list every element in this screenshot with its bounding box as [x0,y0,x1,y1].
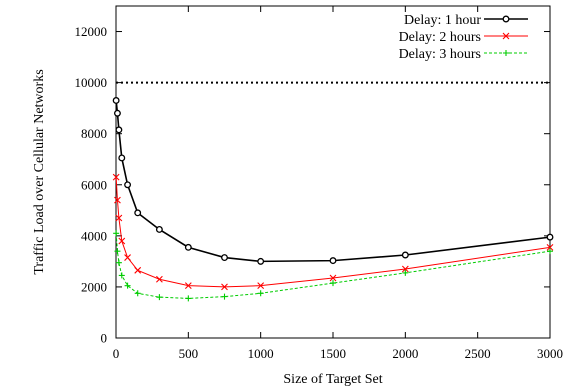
series-2-point-1 [114,196,121,204]
series-2-point-4 [124,254,131,261]
series-2-point-7 [184,282,192,290]
series-3-point-0 [113,230,120,237]
series-3-point-12 [547,248,553,255]
series-3-point-1 [114,248,121,255]
series-2-point-9 [257,282,265,290]
y-tick-label-2: 4000 [81,228,107,243]
legend-label-2: Delay: 2 hours [399,30,481,45]
x-tick-label-6: 3000 [537,346,563,361]
series-3-point-7 [185,295,192,302]
series-1-point-4 [124,181,132,189]
y-axis-title: Traffic Load over Cellular Networks [32,69,47,274]
x-tick-label-3: 1500 [320,346,346,361]
series-1-point-6 [155,226,163,233]
legend-marker-3 [503,50,509,56]
x-tick-label-4: 2000 [392,346,418,361]
series-3-point-8 [221,293,228,300]
series-line-2 [115,177,551,288]
series-3-point-6 [156,294,163,301]
y-tick-label-5: 10000 [75,75,108,90]
x-tick-label-1: 500 [179,346,199,361]
series-3-point-2 [115,259,122,266]
x-tick-label-5: 2500 [465,346,491,361]
series-3-point-11 [402,269,409,276]
series-3-point-9 [257,290,264,297]
series-1-point-3 [118,154,126,162]
series-2-point-11 [401,265,409,273]
series-2-point-3 [118,237,126,245]
series-3-point-3 [118,272,125,279]
series-3-point-5 [134,290,141,297]
series-2-point-8 [221,283,228,291]
series-1-point-8 [221,254,228,262]
y-tick-label-0: 0 [101,331,108,346]
series-2-point-0 [112,173,120,181]
y-tick-label-3: 6000 [81,177,107,192]
series-1-point-2 [115,126,123,134]
series-1-point-5 [134,209,142,217]
x-axis-title: Size of Target Set [283,372,382,387]
series-1-point-7 [184,243,192,251]
legend-marker-1 [502,15,510,23]
series-1-point-12 [546,233,554,241]
series-2-point-10 [329,274,337,282]
series-2-point-12 [546,243,554,251]
legend-label-1: Delay: 1 hour [404,13,481,28]
series-1-point-9 [257,257,265,265]
y-tick-label-6: 12000 [75,24,108,39]
series-1-point-1 [113,109,121,117]
series-line-1 [115,100,551,263]
x-tick-label-0: 0 [113,346,120,361]
y-tick-label-1: 2000 [81,279,107,294]
x-tick-label-2: 1000 [248,346,274,361]
series-1-point-0 [112,97,120,104]
series-2-point-2 [115,214,123,222]
series-1-point-10 [329,257,337,265]
series-2-point-5 [134,266,142,274]
plot-frame [115,5,551,339]
series-2-point-6 [156,275,163,283]
legend-label-3: Delay: 3 hours [399,47,481,62]
y-tick-label-4: 8000 [81,126,107,141]
series-3-point-4 [124,282,131,289]
series-1-point-11 [401,251,409,259]
legend-marker-2 [502,32,510,40]
series-3-point-10 [330,280,336,287]
